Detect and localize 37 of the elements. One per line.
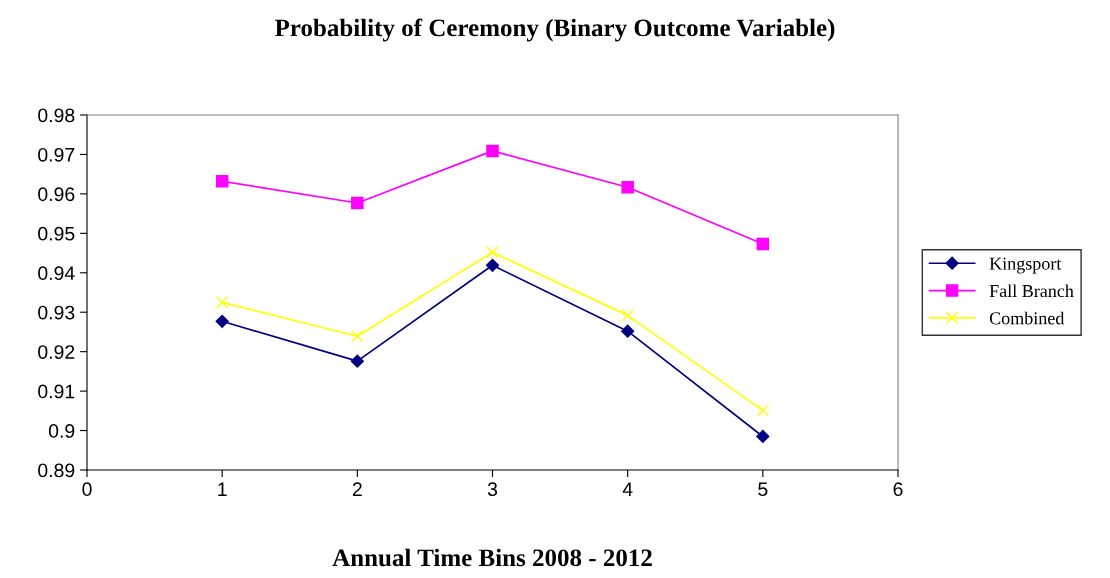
y-tick-label: 0.98 (38, 108, 75, 123)
point (351, 196, 364, 210)
point (351, 330, 364, 343)
x-tick-label: 0 (82, 482, 92, 497)
point (621, 324, 635, 338)
x-tick-label: 1 (218, 482, 227, 496)
x-tick-label: 4 (622, 482, 633, 496)
point (215, 296, 229, 309)
x-tick-label: 2 (352, 482, 362, 496)
y-tick-label: 0.92 (38, 345, 75, 359)
y-tick-label: 0.95 (38, 226, 75, 241)
y-tick-label: 0.96 (38, 187, 75, 202)
x-tick-label: 3 (487, 482, 498, 497)
y-tick-label: 0.93 (38, 305, 75, 320)
point (621, 309, 634, 322)
y-tick-label: 0.9 (48, 424, 75, 438)
legend-label: Combined (989, 311, 1065, 325)
y-tick-label: 0.91 (38, 384, 75, 399)
point (486, 246, 499, 259)
x-tick-label: 5 (758, 482, 768, 497)
point (350, 354, 364, 368)
x-axis-title: Annual Time Bins 2008 - 2012 (332, 548, 652, 567)
point (756, 237, 770, 251)
y-tick-label: 0.94 (38, 266, 75, 281)
point (621, 180, 634, 194)
point (756, 429, 770, 444)
legend-label: Fall Branch (989, 284, 1074, 298)
y-tick-label: 0.89 (38, 463, 75, 478)
y-tick-label: 0.97 (38, 147, 75, 162)
point (485, 258, 500, 272)
point (756, 404, 770, 417)
legend-label: Kingsport (989, 257, 1062, 274)
x-tick-label: 6 (893, 482, 903, 497)
point (486, 144, 499, 158)
chart-title: Probability of Ceremony (Binary Outcome Variable) (274, 18, 835, 42)
point (215, 314, 229, 328)
point (215, 175, 229, 188)
